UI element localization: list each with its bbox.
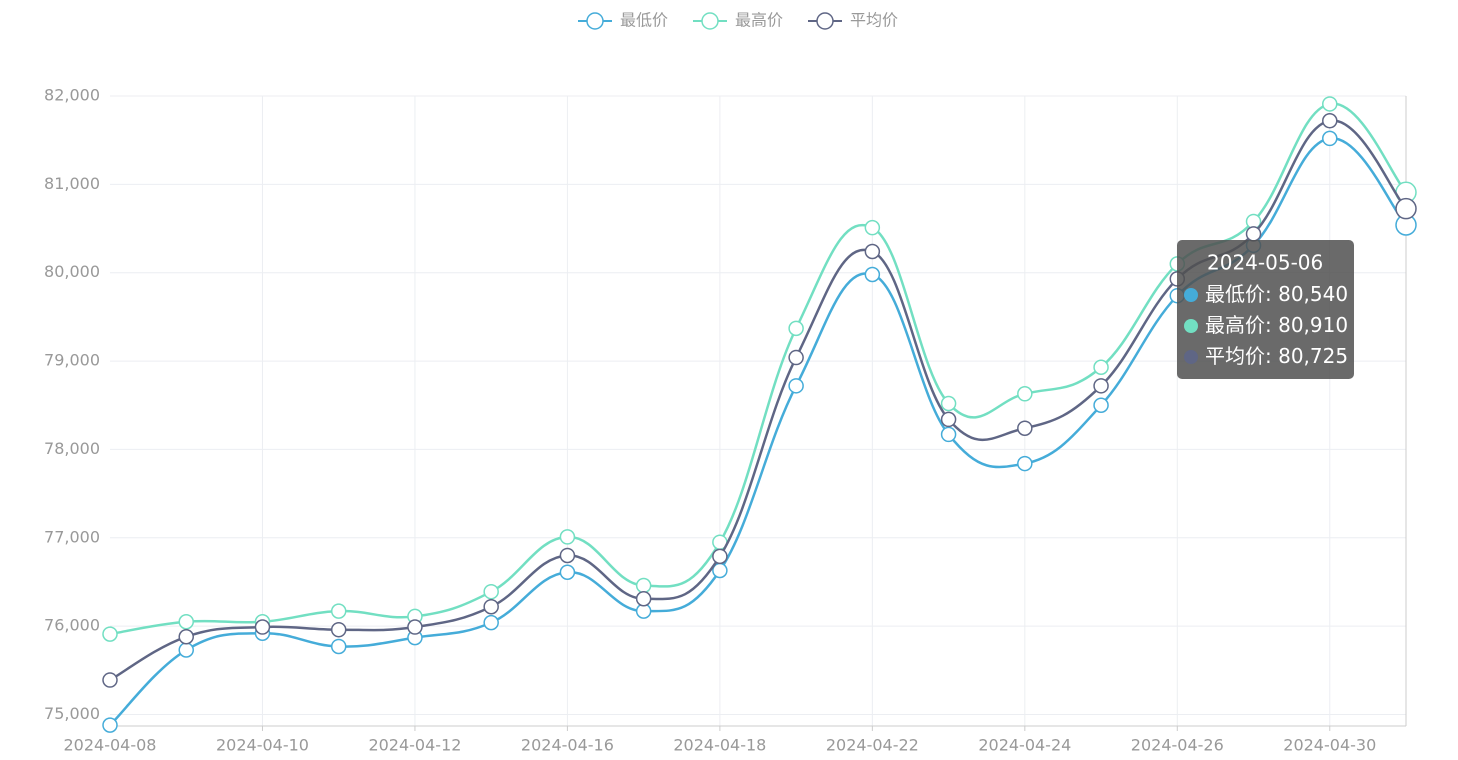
tooltip-dot	[1184, 288, 1198, 302]
data-point	[330, 621, 347, 638]
legend-label: 最高价	[735, 11, 783, 30]
tooltip-box	[1177, 240, 1354, 379]
data-point	[1093, 378, 1109, 394]
tooltip-row: 最低价: 80,540	[1205, 282, 1348, 306]
x-tick-label: 2024-04-24	[978, 736, 1071, 755]
x-tick-label: 2024-04-12	[368, 736, 461, 755]
legend-label: 平均价	[850, 11, 898, 30]
data-point	[407, 619, 423, 635]
data-point	[1093, 397, 1109, 414]
data-point	[788, 378, 804, 394]
series-line	[109, 137, 1407, 727]
tooltip-name: 最高价	[1205, 313, 1265, 337]
tooltip-value: 80,910	[1278, 313, 1348, 337]
data-point	[940, 411, 957, 428]
data-point	[864, 243, 881, 260]
legend-item[interactable]: 最高价	[693, 11, 783, 30]
data-point	[1322, 130, 1338, 147]
y-tick-label: 76,000	[44, 616, 100, 635]
data-point	[178, 629, 194, 645]
data-point	[788, 320, 804, 337]
data-point	[1017, 386, 1033, 402]
data-point	[635, 591, 652, 607]
data-point	[1322, 96, 1338, 112]
legend-marker	[701, 12, 719, 30]
tooltip-value: 80,725	[1278, 344, 1348, 368]
tooltip-dot	[1184, 319, 1198, 333]
separator: :	[1265, 282, 1278, 306]
data-point	[1245, 226, 1262, 242]
data-point	[1395, 197, 1417, 220]
data-point	[788, 349, 804, 366]
data-point	[330, 603, 347, 619]
data-point	[864, 266, 881, 283]
tooltip-title: 2024-05-06	[1207, 251, 1323, 275]
data-point	[1322, 112, 1338, 129]
data-point	[102, 626, 118, 642]
data-point	[254, 619, 271, 635]
y-tick-label: 79,000	[44, 351, 100, 370]
data-point	[559, 529, 576, 545]
tooltip: 2024-05-06 最低价: 80,540 最高价: 80,910 平均价: 80,…	[1177, 240, 1354, 379]
data-point	[864, 219, 881, 236]
data-point	[712, 548, 728, 565]
legend-item[interactable]: 平均价	[808, 11, 898, 30]
separator: :	[1265, 344, 1278, 368]
tooltip-dot	[1184, 350, 1198, 364]
data-point	[635, 577, 652, 594]
data-point	[1093, 359, 1109, 376]
data-point	[178, 642, 194, 658]
legend-item[interactable]: 最低价	[578, 11, 668, 30]
tooltip-value: 80,540	[1278, 282, 1348, 306]
series-line	[109, 119, 1407, 682]
tooltip-name: 平均价	[1205, 344, 1265, 368]
data-point	[559, 564, 576, 581]
data-point	[102, 717, 118, 733]
tooltip-name: 最低价	[1205, 282, 1265, 306]
data-point	[483, 598, 499, 615]
data-point	[940, 426, 957, 443]
legend-label: 最低价	[620, 11, 668, 30]
y-tick-label: 75,000	[44, 704, 100, 723]
legend-marker	[816, 12, 834, 30]
data-point	[559, 547, 576, 564]
data-point	[178, 613, 194, 630]
x-tick-label: 2024-04-26	[1131, 736, 1224, 755]
y-tick-label: 80,000	[44, 262, 100, 281]
data-point	[102, 672, 118, 688]
y-tick-label: 82,000	[44, 86, 100, 105]
legend-marker	[586, 12, 604, 30]
x-tick-label: 2024-04-08	[64, 736, 157, 755]
y-tick-label: 77,000	[44, 527, 100, 546]
data-point	[940, 395, 957, 412]
x-tick-label: 2024-04-30	[1283, 736, 1376, 755]
tooltip-row: 最高价: 80,910	[1205, 313, 1348, 337]
x-tick-label: 2024-04-16	[521, 736, 614, 755]
x-tick-label: 2024-04-22	[826, 736, 919, 755]
x-tick-label: 2024-04-18	[673, 736, 766, 755]
y-tick-label: 78,000	[44, 439, 100, 458]
x-tick-label: 2024-04-10	[216, 736, 309, 755]
tooltip-row: 平均价: 80,725	[1205, 344, 1348, 368]
data-point	[1017, 420, 1033, 436]
separator: :	[1265, 313, 1278, 337]
data-point	[330, 638, 347, 655]
y-tick-label: 81,000	[44, 174, 100, 193]
data-point	[483, 583, 499, 600]
data-point	[1017, 455, 1033, 472]
data-point	[483, 614, 499, 631]
